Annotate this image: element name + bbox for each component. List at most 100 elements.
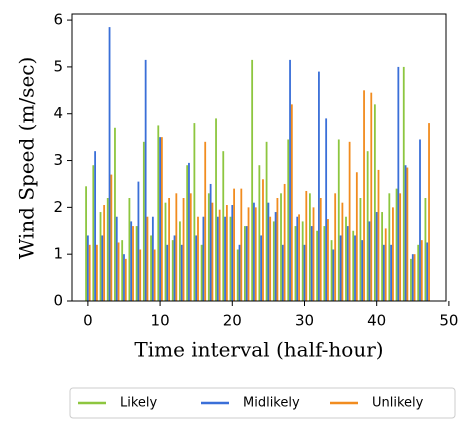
bar	[363, 90, 365, 301]
bar	[92, 165, 95, 301]
bar	[171, 240, 174, 301]
bar	[157, 125, 160, 301]
bar	[308, 193, 311, 301]
bar	[366, 151, 369, 301]
bar	[132, 226, 134, 301]
bar	[244, 226, 246, 301]
bar	[202, 216, 205, 301]
bar	[327, 219, 329, 301]
y-tick-label: 6	[53, 11, 63, 29]
bar	[274, 212, 277, 301]
bar	[175, 193, 178, 301]
bar	[193, 123, 196, 301]
bar	[368, 221, 371, 301]
bar	[218, 209, 221, 301]
bar	[310, 226, 313, 301]
bar	[272, 221, 275, 301]
bar	[424, 197, 427, 301]
bar	[373, 104, 376, 301]
bar	[186, 165, 189, 301]
bar	[182, 197, 185, 301]
bar	[151, 216, 154, 301]
bar	[204, 141, 207, 301]
bar	[283, 183, 286, 301]
bar	[144, 59, 147, 302]
bar	[195, 235, 198, 301]
bar	[254, 207, 257, 301]
bar	[395, 188, 398, 301]
bar	[303, 244, 306, 301]
bar	[128, 197, 131, 301]
bar	[207, 193, 210, 301]
bar	[85, 186, 87, 301]
bar	[339, 235, 342, 301]
bar	[96, 244, 98, 301]
bar	[251, 59, 254, 302]
bar	[397, 66, 400, 301]
bar	[222, 151, 225, 301]
y-axis-label: Wind Speed (m/sec)	[15, 57, 39, 260]
y-tick-label: 3	[53, 151, 63, 169]
bar	[287, 139, 290, 301]
bar	[426, 242, 429, 301]
y-tick-label: 2	[53, 198, 63, 216]
bar	[247, 207, 250, 301]
bar	[388, 193, 391, 301]
y-tick-label: 0	[53, 292, 63, 310]
bar	[267, 202, 270, 301]
bar	[355, 172, 358, 301]
x-tick-label: 0	[83, 312, 93, 330]
bar	[280, 193, 282, 301]
bar	[384, 228, 387, 301]
bar	[404, 165, 407, 301]
x-tick-label: 30	[295, 312, 314, 330]
bar	[262, 179, 264, 301]
bar	[146, 216, 149, 301]
bar	[197, 216, 199, 301]
bar	[245, 226, 248, 301]
legend-label: Unlikely	[372, 396, 424, 411]
y-tick-label: 1	[53, 245, 63, 263]
bar	[345, 216, 347, 301]
bar	[86, 235, 89, 301]
bar	[229, 216, 232, 301]
bar	[215, 118, 217, 302]
bar	[301, 221, 304, 301]
bar	[224, 216, 226, 301]
bar	[211, 202, 214, 301]
bar	[231, 205, 234, 301]
bar	[124, 258, 127, 301]
bar	[137, 181, 140, 301]
bar	[260, 235, 263, 301]
bar	[106, 197, 109, 301]
bar	[88, 244, 91, 301]
bar	[117, 242, 120, 301]
bar	[258, 165, 261, 301]
bar	[428, 123, 430, 301]
bar	[99, 212, 102, 301]
bar	[402, 66, 405, 301]
bar	[370, 92, 373, 301]
bar	[225, 205, 228, 301]
bar	[337, 139, 340, 301]
bar	[108, 27, 111, 301]
bar	[115, 216, 118, 301]
legend-box	[69, 387, 456, 419]
bar	[323, 226, 326, 301]
bar	[354, 235, 356, 301]
bar	[413, 254, 416, 301]
bar	[359, 197, 362, 301]
bar	[346, 226, 349, 301]
bar	[238, 244, 241, 301]
x-tick-label: 20	[223, 312, 242, 330]
bar	[390, 244, 393, 301]
bar	[103, 205, 106, 301]
bar	[332, 249, 335, 301]
y-tick-label: 4	[53, 104, 63, 122]
bar	[352, 230, 355, 301]
bar	[179, 221, 181, 301]
bar	[209, 183, 212, 301]
bar	[188, 162, 190, 301]
bar	[166, 244, 169, 301]
